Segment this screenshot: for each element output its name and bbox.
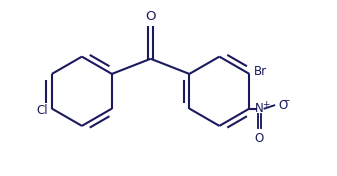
Text: Br: Br <box>254 65 267 78</box>
Text: N: N <box>255 102 264 115</box>
Text: O: O <box>254 132 264 145</box>
Text: O: O <box>145 10 156 23</box>
Text: +: + <box>263 100 270 109</box>
Text: O: O <box>279 99 288 112</box>
Text: Cl: Cl <box>36 104 48 117</box>
Text: −: − <box>282 96 290 106</box>
